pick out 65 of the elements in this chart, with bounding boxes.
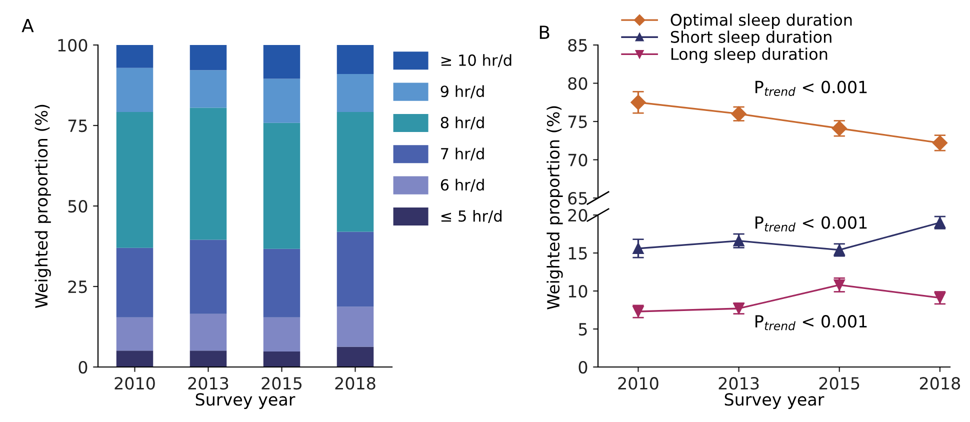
x-tick-label: 2010 (618, 377, 658, 390)
x-axis-title: Survey year (724, 393, 824, 409)
bar (116, 112, 154, 248)
bar (336, 74, 374, 112)
x-tick-label: 2018 (920, 377, 960, 390)
legend-label: Optimal sleep duration (670, 14, 852, 29)
bar (336, 306, 374, 347)
annotation: P$_{trend}$ < 0.001 (756, 80, 867, 96)
annotation: P$_{trend}$ < 0.001 (756, 216, 867, 232)
bar (336, 112, 374, 232)
y-tick-label: 0 (78, 360, 88, 374)
bar (263, 78, 300, 123)
x-axis-title: Survey year (196, 393, 296, 409)
legend-label: ≥ 10 hr/d (441, 54, 512, 68)
x-tick-label: 2018 (335, 377, 376, 390)
bar (190, 70, 227, 108)
bar (190, 45, 227, 70)
bar (190, 314, 227, 351)
bar (336, 45, 374, 74)
y-tick-label: 75 (568, 116, 587, 128)
bar (336, 346, 374, 367)
x-tick-label: 2010 (114, 377, 155, 390)
legend-label: ≤ 5 hr/d (441, 210, 502, 224)
y-tick-label: 65 (568, 192, 587, 205)
x-tick-label: 2015 (262, 377, 302, 390)
y-tick-label: 0 (578, 360, 588, 374)
legend-label: Long sleep duration (671, 48, 828, 64)
bar (263, 248, 300, 318)
x-tick-label: 2013 (188, 377, 228, 390)
bar (263, 352, 300, 367)
y-tick-label: 80 (568, 77, 588, 90)
text: A (22, 18, 34, 32)
legend-label: 9 hr/d (440, 85, 484, 98)
y-tick-label: 15 (568, 247, 587, 260)
y-tick-label: 85 (568, 38, 587, 52)
y-tick-label: 75 (68, 120, 87, 132)
bar (190, 108, 227, 240)
bar (116, 45, 154, 68)
y-tick-label: 70 (568, 154, 588, 166)
bar (116, 68, 154, 112)
y-tick-label: 5 (578, 323, 587, 336)
bar (190, 350, 227, 367)
bar (336, 232, 374, 307)
y-axis-title: Weighted proportion (%) (546, 106, 563, 310)
y-tick-label: 50 (68, 200, 88, 213)
x-tick-label: 2013 (718, 377, 759, 390)
legend-label: 6 hr/d (440, 178, 484, 192)
bar (116, 248, 154, 318)
legend-label: 7 hr/d (441, 148, 484, 161)
text: B (540, 26, 550, 39)
y-tick-label: 100 (58, 38, 88, 52)
bar (116, 350, 154, 367)
annotation: P$_{trend}$ < 0.001 (756, 315, 867, 330)
y-axis-title: Weighted proportion (%) (34, 104, 51, 308)
x-tick-label: 2015 (819, 377, 860, 390)
bar (116, 317, 154, 351)
bar (190, 240, 227, 314)
legend-label: Short sleep duration (670, 30, 832, 46)
bar (263, 317, 300, 352)
bar (263, 45, 300, 79)
y-tick-label: 20 (568, 208, 588, 222)
y-tick-label: 10 (568, 284, 588, 298)
y-tick-label: 25 (68, 280, 87, 294)
legend-label: 8 hr/d (440, 116, 484, 130)
bar (263, 122, 300, 249)
